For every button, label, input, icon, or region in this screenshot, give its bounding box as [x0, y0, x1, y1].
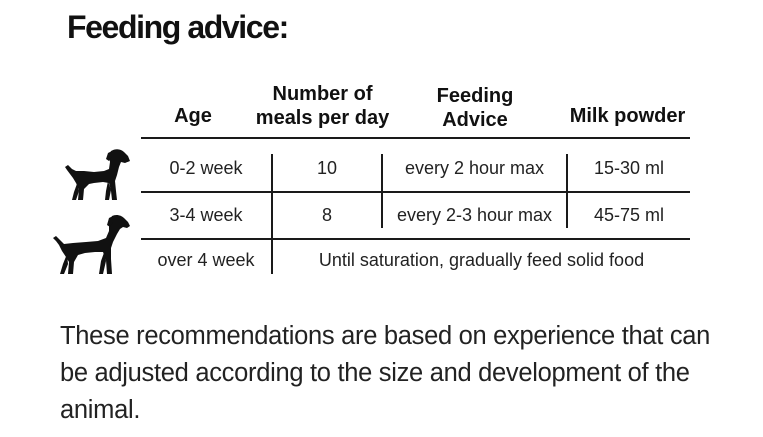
- cell-milk: 45-75 ml: [593, 205, 665, 225]
- header-meals-line1: Number of: [272, 83, 373, 105]
- recommendation-note: These recommendations are based on exper…: [60, 322, 711, 424]
- header-meals: Number of meals per day: [245, 82, 400, 130]
- cell-milk: 15-30 ml: [593, 158, 665, 178]
- cell-age: 0-2 week: [169, 158, 243, 178]
- cell-merged: Until saturation, gradually feed solid f…: [318, 250, 645, 270]
- cell-meals: 8: [321, 205, 332, 225]
- dog-icon: [53, 214, 130, 274]
- cell-age: over 4 week: [157, 250, 255, 270]
- table-divider-3: [566, 154, 568, 228]
- table-rule-row2: [141, 238, 690, 240]
- header-advice-line2: Advice: [442, 109, 508, 131]
- cell-advice: every 2 hour max: [404, 158, 545, 178]
- header-meals-line2: meals per day: [255, 107, 390, 129]
- page-title: Feeding advice:: [67, 9, 289, 45]
- cell-meals: 10: [316, 158, 338, 178]
- table-rule-top: [141, 137, 690, 139]
- header-age: Age: [163, 104, 223, 128]
- table-rule-row1: [141, 191, 690, 193]
- table-divider-1: [271, 154, 273, 274]
- header-advice: Feeding Advice: [420, 84, 530, 132]
- header-milk: Milk powder: [560, 104, 695, 128]
- cell-age: 3-4 week: [169, 205, 243, 225]
- header-milk-label: Milk powder: [569, 105, 686, 127]
- table-divider-2: [381, 154, 383, 228]
- cell-advice: every 2-3 hour max: [396, 205, 553, 225]
- puppy-icon: [65, 149, 130, 200]
- header-age-label: Age: [174, 105, 212, 127]
- header-advice-line1: Feeding: [436, 85, 514, 107]
